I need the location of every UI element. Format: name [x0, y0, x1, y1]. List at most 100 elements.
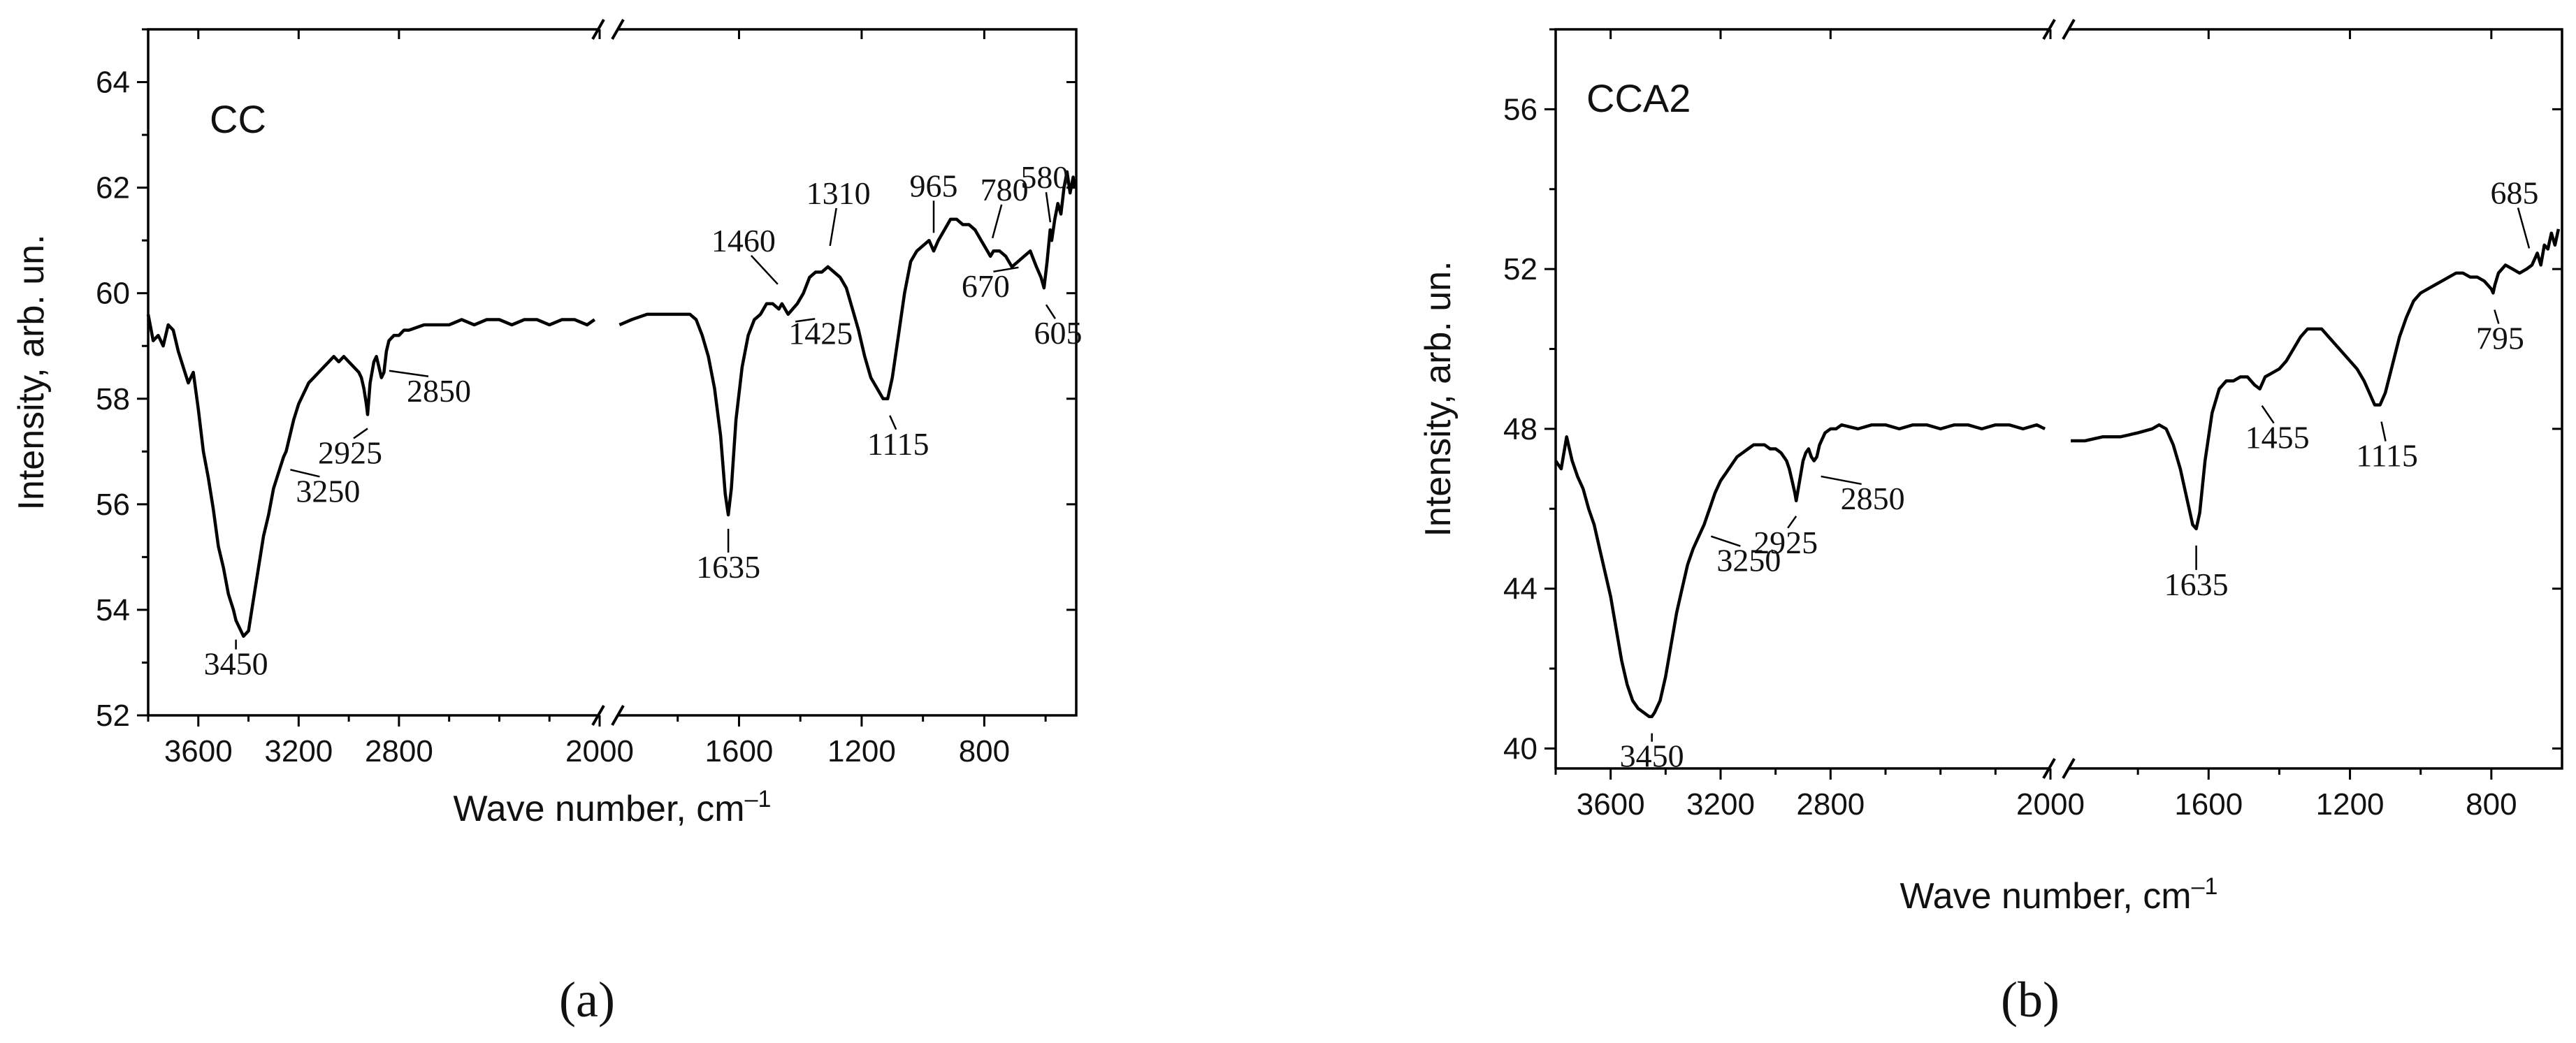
y-tick-label: 60	[96, 277, 130, 311]
panel-name: CC	[210, 97, 266, 141]
y-tick-label: 48	[1503, 412, 1537, 446]
axis-break-mark	[2042, 19, 2056, 40]
peak-label: 1115	[867, 426, 929, 462]
peak-leader-line	[991, 204, 1003, 239]
peak-leader-line	[353, 428, 368, 439]
peak-leader-line	[1710, 535, 1741, 547]
y-tick-label: 52	[96, 699, 130, 733]
panel-name: CCA2	[1586, 76, 1691, 120]
peak-leader-line	[290, 469, 320, 478]
axis-break-gap	[598, 24, 618, 35]
peak-leader-line	[2494, 309, 2500, 324]
x-tick-label: 3200	[1686, 787, 1755, 822]
peak-label: 3250	[296, 473, 360, 509]
peak-leader-line	[829, 207, 837, 247]
peak-leader-line	[795, 318, 816, 323]
axis-break-mark	[591, 19, 605, 40]
axis-break-mark	[591, 705, 605, 726]
peak-label: 1635	[2164, 567, 2229, 602]
panel-caption: (b)	[2001, 972, 2060, 1028]
axis-break-mark	[2062, 19, 2076, 40]
y-axis-title: Intensity, arb. un.	[11, 234, 52, 510]
x-tick-label: 1600	[2174, 787, 2243, 822]
peak-label: 3250	[1716, 543, 1781, 578]
peak-label: 2925	[1753, 525, 1818, 560]
peak-label: 3450	[204, 646, 268, 682]
x-tick-label: 3600	[1577, 787, 1645, 822]
axis-break-gap	[598, 710, 618, 721]
x-tick-label: 1600	[705, 734, 774, 768]
x-tick-label: 2000	[2016, 787, 2085, 822]
y-tick-label: 54	[96, 593, 130, 627]
axis-break-gap	[2049, 763, 2069, 774]
peak-leader-line	[389, 370, 429, 378]
x-tick-label: 2000	[565, 734, 634, 768]
peak-label: 580	[1020, 159, 1069, 195]
x-tick-label: 800	[2466, 787, 2517, 822]
peak-leader-line	[889, 415, 897, 430]
y-tick-label: 56	[96, 488, 130, 522]
peak-leader-line	[1045, 191, 1052, 223]
x-axis-title-superscript: –1	[2192, 873, 2218, 900]
x-axis-title-superscript: –1	[745, 786, 772, 812]
y-tick-label: 40	[1503, 731, 1537, 766]
x-axis-title-text: Wave number, cm	[1900, 876, 2192, 917]
x-axis-title-text: Wave number, cm	[454, 789, 745, 829]
x-tick-label: 800	[959, 734, 1010, 768]
spectrum-line-left	[146, 314, 596, 638]
x-tick-label: 3200	[264, 734, 333, 768]
axis-break-gap	[2049, 24, 2069, 35]
peak-label: 1455	[2245, 420, 2310, 455]
peak-label: 2850	[1841, 481, 1905, 516]
chart-panel-b: 40 44 48 52 56 3600 3200 2800 2000 1600 1200 800 345…	[1418, 19, 2563, 1028]
peak-label: 1635	[696, 549, 760, 585]
x-tick-label: 1200	[2316, 787, 2385, 822]
peak-label: 685	[2491, 175, 2539, 210]
plot-frame	[1554, 28, 2563, 770]
peak-label: 1425	[788, 315, 853, 351]
y-tick-label: 52	[1503, 252, 1537, 286]
spectrum-line-right	[618, 170, 1077, 517]
x-tick-label: 3600	[164, 734, 233, 768]
peak-label: 780	[981, 172, 1029, 207]
peak-label: 965	[910, 168, 958, 203]
x-tick-label: 2800	[1796, 787, 1865, 822]
peak-label: 2925	[318, 435, 382, 470]
peak-label: 795	[2476, 320, 2524, 356]
axis-break-mark	[611, 19, 625, 40]
axis-break-mark	[611, 705, 625, 726]
peak-label: 3450	[1620, 738, 1684, 774]
peak-label: 2850	[407, 373, 471, 409]
chart-panel-a: 52 54 56 58 60 62 64 3600 3200 2800 2000 1600 1200 80…	[11, 19, 1082, 1028]
x-axis-title: Wave number, cm–1	[1900, 873, 2218, 917]
y-tick-label: 44	[1503, 572, 1537, 606]
x-axis-title: Wave number, cm–1	[454, 786, 772, 829]
peak-leader-line	[2380, 421, 2387, 442]
y-tick-label: 64	[96, 66, 130, 100]
peak-leader-line	[1045, 304, 1056, 319]
x-tick-label: 2800	[365, 734, 433, 768]
spectrum-line-left	[1554, 423, 2046, 718]
panel-caption: (a)	[559, 972, 615, 1028]
plot-frame	[147, 28, 1078, 717]
peak-leader-line	[993, 266, 1019, 273]
peak-leader-line	[1821, 475, 1862, 486]
peak-label: 1460	[711, 223, 776, 258]
y-tick-label: 58	[96, 382, 130, 416]
axis-break-mark	[2062, 758, 2076, 779]
peak-label: 670	[962, 268, 1010, 304]
peak-leader-line	[2517, 207, 2531, 249]
axis-break-mark	[2042, 758, 2056, 779]
peak-label: 1310	[806, 175, 871, 211]
y-tick-label: 56	[1503, 92, 1537, 126]
y-axis-title: Intensity, arb. un.	[1418, 261, 1459, 537]
peak-label: 1115	[2356, 438, 2418, 474]
x-tick-label: 1200	[827, 734, 896, 768]
y-tick-label: 62	[96, 171, 130, 205]
peak-label: 605	[1034, 315, 1082, 351]
spectrum-line-right	[2071, 228, 2561, 531]
peak-leader-line	[1787, 516, 1797, 529]
peak-leader-line	[750, 254, 779, 285]
peak-leader-line	[2261, 404, 2275, 424]
